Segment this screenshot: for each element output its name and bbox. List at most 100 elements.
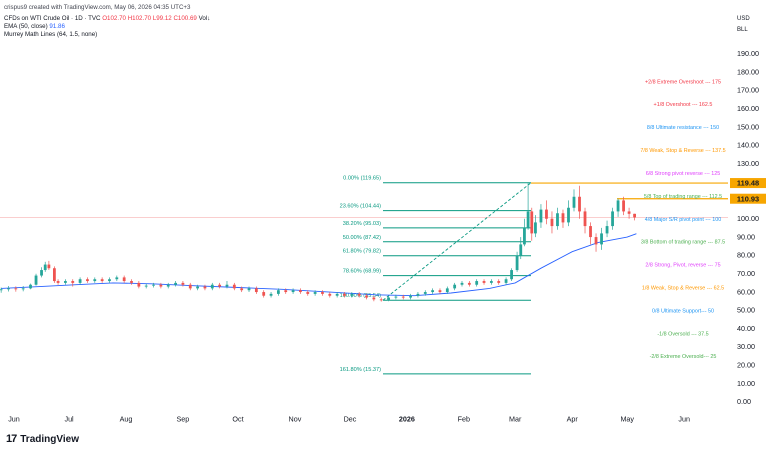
fib-level-label: 61.80% (79.82) <box>343 249 381 255</box>
candle-body <box>431 290 435 293</box>
candle-body <box>489 281 493 283</box>
candle-body <box>519 244 523 256</box>
volume-toggle[interactable]: Vol↓ <box>198 15 211 22</box>
candle-body <box>299 290 302 293</box>
y-tick-label: 180.00 <box>737 67 759 76</box>
tradingview-logo[interactable]: 17 TradingView <box>6 433 79 445</box>
candle-body <box>567 207 570 223</box>
candle-body <box>52 268 56 282</box>
candle-body <box>166 284 170 287</box>
x-tick-label: 2026 <box>399 415 415 424</box>
ema-line <box>1 233 637 297</box>
candle-body <box>534 222 537 234</box>
fib-level-label: 50.00% (87.42) <box>343 235 381 241</box>
x-tick-label: Feb <box>458 415 470 424</box>
x-tick-label: Nov <box>289 415 302 424</box>
currency-label: USD <box>737 16 750 22</box>
murrey-line-label: 7/8 Weak, Stop & Reverse --- 137.5 <box>640 148 725 154</box>
candle-body <box>394 296 398 298</box>
x-tick-label: May <box>620 415 634 424</box>
candle-body <box>409 295 412 298</box>
candle-body <box>572 196 576 208</box>
candle-body <box>188 284 192 289</box>
price-tag-bg <box>730 178 766 189</box>
y-tick-label: 10.00 <box>737 379 755 388</box>
candle-body <box>43 264 47 271</box>
murrey-line-label: 4/8 Major S/R pivot point --- 100 <box>645 217 721 223</box>
fib-level-label: 23.60% (104.44) <box>340 204 381 210</box>
candle-body <box>583 211 587 227</box>
y-tick-label: 70.00 <box>737 269 755 278</box>
candle-body <box>291 290 295 293</box>
candle-body <box>611 211 614 227</box>
candle-body <box>416 293 420 296</box>
murrey-line-label: 1/8 Weak, Stop & Reverse --- 62.5 <box>642 285 724 291</box>
candle-body <box>600 233 603 245</box>
ohlc-values: O102.70 H102.70 L99.12 C100.69 <box>102 15 197 22</box>
candle-body <box>0 289 3 291</box>
unit-label: BLL <box>737 27 748 33</box>
x-tick-label: Oct <box>232 415 243 424</box>
x-tick-label: Jun <box>678 415 690 424</box>
y-tick-label: 90.00 <box>737 232 755 241</box>
symbol-name: CFDs on WTI Crude Oil · 1D · TVC <box>4 15 101 22</box>
candle-body <box>423 292 427 294</box>
candle-body <box>47 264 51 269</box>
candle-body <box>262 292 266 296</box>
fib-trend-line <box>382 182 532 301</box>
candle-body <box>247 288 251 291</box>
x-tick-label: Apr <box>567 415 579 424</box>
candle-body <box>232 284 236 289</box>
candle-body <box>78 279 82 283</box>
ema-value: 91.86 <box>49 23 65 30</box>
ema-legend[interactable]: EMA (50, close) 91.86 <box>4 23 65 30</box>
candle-body <box>605 226 609 234</box>
candle-body <box>321 292 324 294</box>
candle-body <box>137 282 141 287</box>
candle-body <box>343 293 346 296</box>
candle-body <box>589 226 592 238</box>
candle-body <box>159 284 163 287</box>
candle-body <box>86 279 89 282</box>
y-tick-label: 40.00 <box>737 324 755 333</box>
candle-body <box>460 282 464 285</box>
x-tick-label: Dec <box>344 415 357 424</box>
y-tick-label: 190.00 <box>737 49 759 58</box>
candle-body <box>306 292 310 294</box>
candle-body <box>510 270 513 280</box>
fib-level-label: 100.00% (55.54) <box>340 293 381 299</box>
candle-body <box>550 218 554 227</box>
murrey-line-label: 0/8 Ultimate Support--- 50 <box>652 308 714 314</box>
x-tick-label: Sep <box>177 415 190 424</box>
symbol-line: CFDs on WTI Crude Oil · 1D · TVC O102.70… <box>4 15 210 22</box>
candle-body <box>467 282 471 285</box>
candle-body <box>313 292 317 294</box>
murrey-legend[interactable]: Murrey Math Lines (64, 1.5, none) <box>4 31 98 38</box>
price-tag-label: 110.93 <box>737 194 759 203</box>
candle-body <box>482 281 486 283</box>
candle-body <box>401 296 405 298</box>
candle-body <box>387 297 390 301</box>
candle-body <box>556 213 559 227</box>
fib-level-label: 161.80% (15.37) <box>340 367 381 373</box>
candle-body <box>453 284 457 289</box>
murrey-line-label: 2/8 Strong, Pivot, reverse --- 75 <box>645 263 720 269</box>
candle-body <box>218 284 222 287</box>
candle-body <box>115 277 119 280</box>
candle-body <box>29 284 32 289</box>
y-tick-label: 60.00 <box>737 287 755 296</box>
candle-body <box>93 279 97 282</box>
candle-body <box>181 282 185 285</box>
tradingview-logo-icon: 17 <box>6 433 17 445</box>
candle-body <box>210 284 214 289</box>
y-tick-label: 150.00 <box>737 122 759 131</box>
candle-body <box>438 290 442 293</box>
y-tick-label: 140.00 <box>737 141 759 150</box>
candle-body <box>130 281 133 283</box>
created-by-text: crispus9 created with TradingView.com, M… <box>4 4 191 11</box>
candle-body <box>7 288 10 290</box>
candle-body <box>504 279 508 283</box>
candle-body <box>335 293 339 296</box>
